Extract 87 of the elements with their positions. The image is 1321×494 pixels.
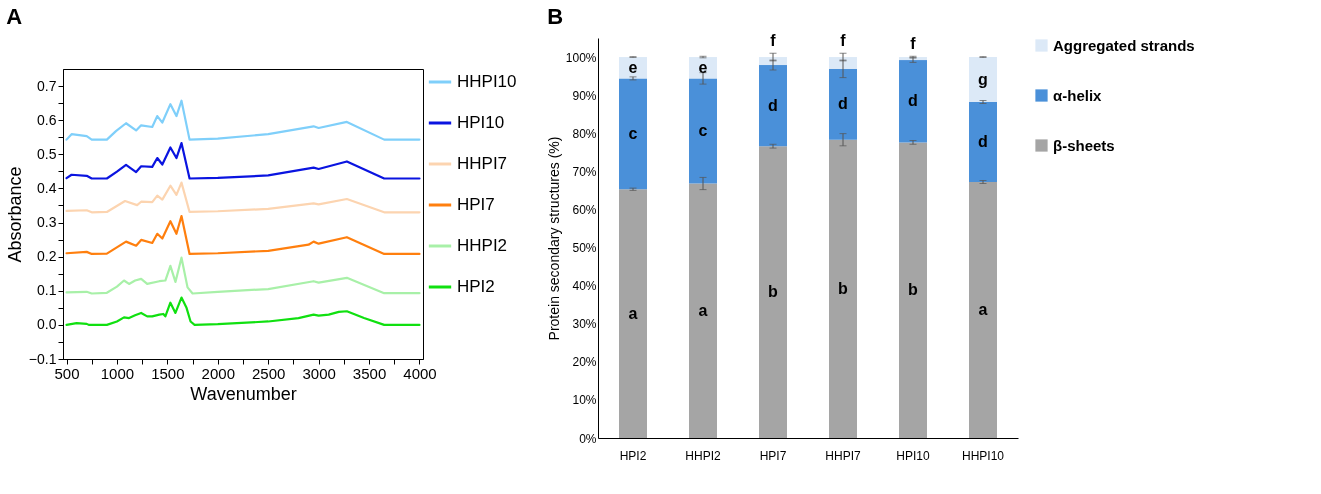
y-axis-title: Protein secondary structures (%) xyxy=(545,136,562,341)
y-tick-label: 90% xyxy=(572,88,597,103)
bar xyxy=(829,57,857,69)
line-series xyxy=(65,214,421,256)
y-tick-label: 0.6 xyxy=(37,111,57,128)
x-axis-title: Wavenumber xyxy=(190,383,297,404)
data-label: g xyxy=(978,70,988,88)
y-tick-label: 0.0 xyxy=(37,316,57,333)
x-tick-label: HPI2 xyxy=(619,448,647,463)
x-tick-label: HHPI2 xyxy=(685,448,721,463)
bar xyxy=(759,65,787,147)
x-tick-label: 4000 xyxy=(403,364,437,382)
line-series xyxy=(65,99,421,141)
legend-label: Aggregated strands xyxy=(1053,36,1195,54)
line-series xyxy=(65,296,421,326)
y-tick-label: 100% xyxy=(565,50,597,65)
chart-title: A xyxy=(6,4,23,29)
data-label: e xyxy=(628,58,638,76)
legend-label: HPI10 xyxy=(457,113,505,132)
data-label: b xyxy=(768,283,779,301)
bar xyxy=(759,146,787,438)
bar xyxy=(689,183,717,438)
data-label: a xyxy=(978,301,988,318)
data-label: d xyxy=(978,133,988,150)
bar xyxy=(829,139,857,438)
y-tick-label: 50% xyxy=(572,241,597,256)
x-tick-label: 3500 xyxy=(352,364,387,382)
y-tick-label: 40% xyxy=(572,279,597,294)
bar xyxy=(969,182,997,438)
bar xyxy=(969,57,997,102)
x-tick-label: 500 xyxy=(54,364,80,382)
data-label: a xyxy=(698,301,708,319)
x-tick-label: 2500 xyxy=(252,364,286,382)
legend-label: β-sheets xyxy=(1053,136,1115,154)
bar xyxy=(899,142,927,438)
bar xyxy=(899,60,927,143)
data-label: d xyxy=(908,92,918,110)
x-tick-label: 3000 xyxy=(302,364,336,382)
data-label: b xyxy=(838,279,849,297)
y-tick-label: 0.7 xyxy=(37,77,57,94)
total-label: f xyxy=(840,32,847,50)
data-label: d xyxy=(768,96,778,114)
line-series xyxy=(65,181,421,214)
y-tick-label: 0% xyxy=(579,431,597,446)
bar xyxy=(619,189,647,438)
data-label: e xyxy=(698,58,708,76)
data-label: c xyxy=(698,121,708,139)
x-tick-label: HPI7 xyxy=(759,448,787,463)
total-label: f xyxy=(770,32,777,50)
bar xyxy=(619,78,647,190)
total-label: f xyxy=(910,35,917,53)
x-tick-label: HHPI10 xyxy=(961,448,1005,463)
x-tick-label: 1000 xyxy=(100,364,135,382)
y-tick-label: 0.1 xyxy=(37,282,57,299)
legend-label: HHPI2 xyxy=(457,236,508,255)
y-tick-label: 60% xyxy=(572,202,597,217)
bar xyxy=(759,57,787,66)
y-tick-label: 0.2 xyxy=(37,248,57,265)
legend-label: α-helix xyxy=(1053,86,1103,104)
bar xyxy=(689,78,717,184)
legend-label: HPI7 xyxy=(457,195,495,214)
data-label: c xyxy=(628,124,638,142)
y-axis-title: Absorbance xyxy=(4,166,25,263)
x-tick-label: HPI10 xyxy=(896,448,930,463)
y-tick-label: 70% xyxy=(572,164,597,179)
bar xyxy=(829,68,857,140)
y-tick-label: 0.5 xyxy=(37,145,57,162)
data-label: a xyxy=(628,304,638,322)
x-tick-label: 2000 xyxy=(201,364,235,382)
y-tick-label: 0.3 xyxy=(37,214,57,231)
legend-label: HHPI7 xyxy=(457,154,508,173)
x-tick-label: 1500 xyxy=(151,364,185,382)
y-tick-label: 10% xyxy=(572,393,597,408)
y-tick-label: 30% xyxy=(572,317,597,332)
bar xyxy=(969,102,997,182)
y-tick-label: 20% xyxy=(572,355,597,370)
data-label: d xyxy=(838,95,848,113)
line-series xyxy=(65,256,421,295)
data-label: b xyxy=(908,281,919,299)
y-tick-label: −0.1 xyxy=(28,350,57,367)
line-series xyxy=(65,141,421,180)
x-tick-label: HHPI7 xyxy=(825,448,861,463)
legend-label: HPI2 xyxy=(457,277,495,296)
y-tick-label: 0.4 xyxy=(37,179,57,196)
y-tick-label: 80% xyxy=(572,126,597,141)
legend-label: HHPI10 xyxy=(457,72,517,91)
chart-title: B xyxy=(547,4,564,30)
